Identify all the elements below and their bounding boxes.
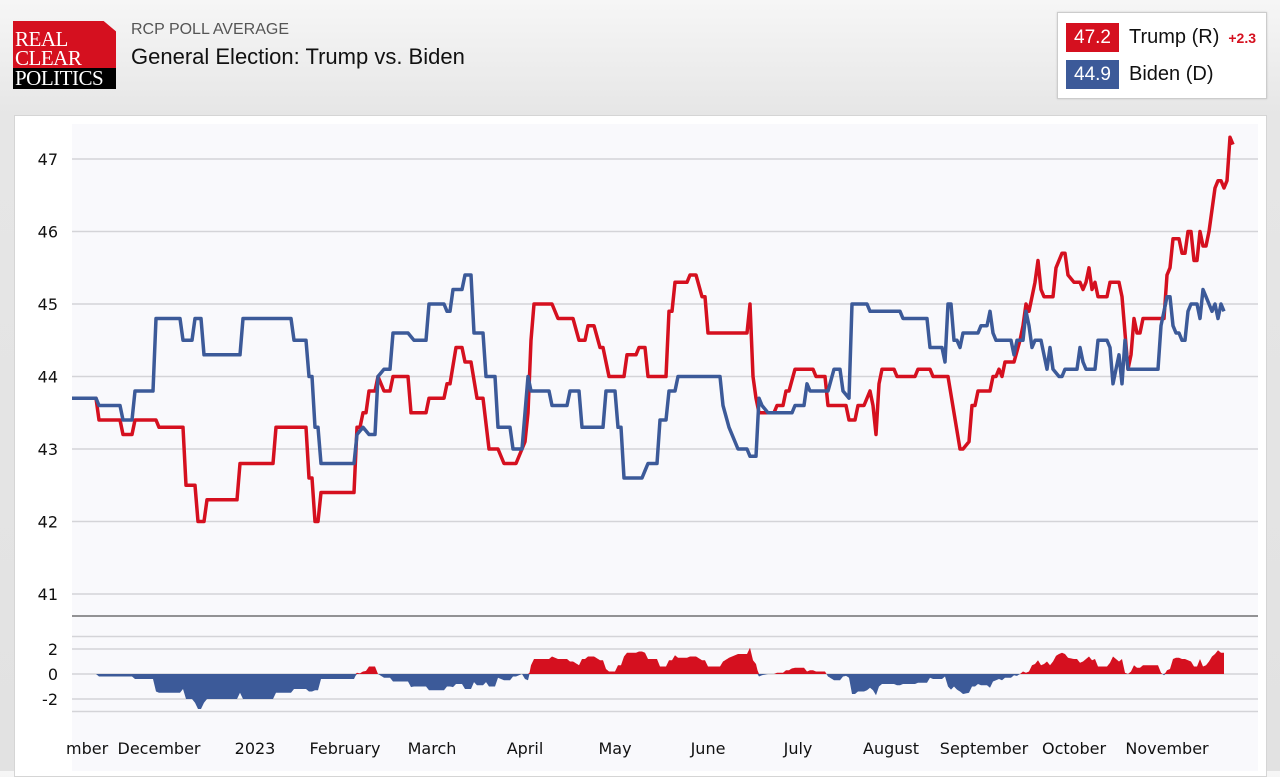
y-tick-44: 44 [38,368,58,387]
logo-black-block [13,68,116,89]
x-tick-labels: mber December 2023 February March April May Jun… [66,739,1209,758]
spread-area-positive [72,647,1224,674]
x-tick-2023: 2023 [235,739,276,758]
x-tick-june: June [690,739,726,758]
logo-line-1: REAL [15,27,68,51]
x-tick-may: May [598,739,631,758]
y-tick-47: 47 [38,150,58,169]
x-tick-february: February [310,739,381,758]
spread-area [72,647,1224,709]
x-tick-july: July [783,739,813,758]
x-tick-october: October [1042,739,1106,758]
y-tick-labels: 41 42 43 44 45 46 47 2 0 -2 [38,150,58,709]
logo-line-2: CLEAR [15,46,82,70]
legend-value-trump: 47.2 [1066,23,1119,52]
spread-y-tick--2: -2 [42,690,58,709]
x-tick-september: September [940,739,1029,758]
series-lines [72,135,1235,524]
y-tick-46: 46 [38,223,58,242]
legend-name-trump: Trump (R) [1129,26,1220,48]
logo-line-3: POLITICS [15,66,104,90]
y-tick-41: 41 [38,585,58,604]
series-line-trump [72,135,1235,524]
legend-name-biden: Biden (D) [1129,63,1214,85]
logo-red-block [13,21,116,68]
x-tick-march: March [408,739,457,758]
y-tick-42: 42 [38,513,58,532]
legend-item-biden[interactable]: 44.9 Biden (D) [1066,60,1213,89]
legend: 47.2 Trump (R) +2.3 44.9 Biden (D) [1057,12,1267,99]
y-tick-43: 43 [38,440,58,459]
x-tick-mber: mber [66,739,109,758]
spread-y-tick-0: 0 [48,665,58,684]
legend-item-trump[interactable]: 47.2 Trump (R) +2.3 [1066,23,1256,52]
spread-area-negative [72,674,1224,709]
legend-change-trump: +2.3 [1228,29,1257,46]
legend-value-biden: 44.9 [1066,60,1119,89]
x-tick-december: December [118,739,201,758]
series-line-biden [72,273,1226,480]
y-tick-45: 45 [38,295,58,314]
rcp-logo: REAL CLEAR POLITICS [13,21,116,89]
spread-y-tick-2: 2 [48,640,58,659]
x-tick-august: August [863,739,919,758]
x-tick-november: November [1125,739,1209,758]
chart-title: General Election: Trump vs. Biden [131,44,465,69]
chart-subtitle: RCP POLL AVERAGE [131,21,289,38]
x-tick-april: April [507,739,544,758]
